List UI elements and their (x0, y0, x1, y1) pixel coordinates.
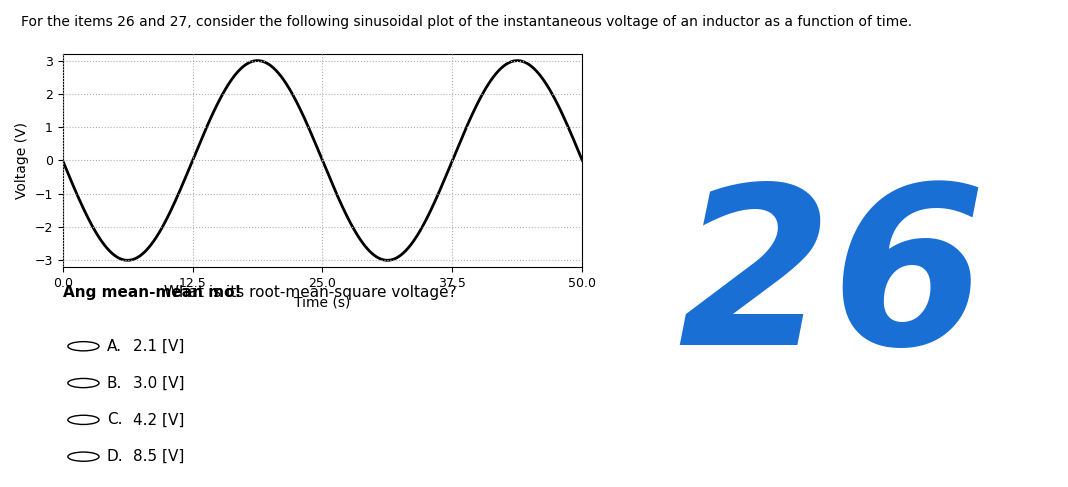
Text: C.: C. (107, 412, 123, 428)
Text: 2.1 [V]: 2.1 [V] (132, 339, 184, 354)
Text: D.: D. (107, 449, 124, 464)
Y-axis label: Voltage (V): Voltage (V) (15, 122, 29, 199)
Text: B.: B. (107, 375, 122, 391)
Text: 8.5 [V]: 8.5 [V] (132, 449, 184, 464)
Text: A.: A. (107, 339, 122, 354)
Text: 26: 26 (677, 177, 987, 391)
Text: Ang mean-mean mo!: Ang mean-mean mo! (63, 285, 241, 300)
Text: What is its root-mean-square voltage?: What is its root-mean-square voltage? (159, 285, 456, 300)
X-axis label: Time (s): Time (s) (295, 295, 350, 309)
Text: 4.2 [V]: 4.2 [V] (132, 412, 184, 428)
Text: For the items 26 and 27, consider the following sinusoidal plot of the instantan: For the items 26 and 27, consider the fo… (21, 15, 912, 29)
Text: 3.0 [V]: 3.0 [V] (132, 375, 185, 391)
